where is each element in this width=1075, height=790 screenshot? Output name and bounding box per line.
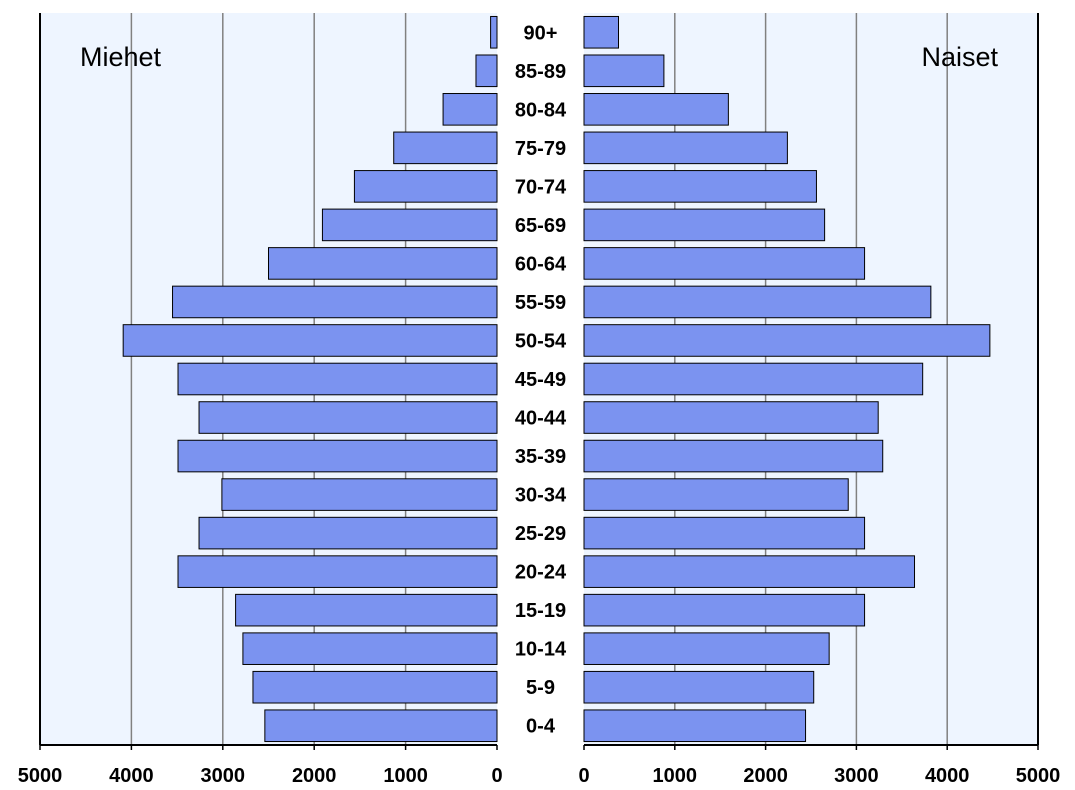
bar-miehet-10-14 [242,632,498,665]
series-label-naiset: Naiset [921,42,998,72]
x-tick-label: 1000 [653,765,698,787]
bar-naiset-80-84 [583,93,729,126]
category-label: 60-64 [515,253,567,275]
bar-naiset-50-54 [583,324,991,357]
bar-miehet-80-84 [442,93,498,126]
bar-naiset-65-69 [583,208,826,242]
bar-naiset-45-49 [583,362,924,396]
bar-miehet-90+ [490,15,498,49]
series-label-miehet: Miehet [80,42,162,72]
bar-naiset-35-39 [583,439,884,473]
category-label: 35-39 [515,446,566,468]
bar-miehet-15-19 [235,593,498,627]
bar-naiset-70-74 [583,170,817,203]
bar-miehet-50-54 [122,324,498,357]
bar-naiset-15-19 [583,593,866,627]
bar-naiset-60-64 [583,247,866,280]
bar-miehet-55-59 [172,285,498,319]
category-label: 90+ [524,22,558,44]
category-label: 50-54 [515,330,567,352]
bar-miehet-30-34 [221,478,498,511]
category-labels: 90+ 85-89 80-84 75-79 70-74 65-69 60-64 55-59 50… [515,22,567,737]
axis-tick-labels: 5000 4000 3000 2000 1000 0 0 1000 2000 3000 4000 50… [18,765,1061,787]
bar-miehet-35-39 [177,439,498,473]
bar-naiset-10-14 [583,632,830,665]
bar-miehet-5-9 [252,670,498,704]
category-label: 80-84 [515,99,567,121]
bar-naiset-75-79 [583,131,788,165]
bar-miehet-70-74 [353,170,498,203]
bar-miehet-25-29 [198,516,498,550]
x-tick-label: 5000 [1016,765,1061,787]
bar-naiset-20-24 [583,555,916,588]
bar-miehet-20-24 [177,555,498,588]
x-tick-label: 2000 [292,765,337,787]
bar-miehet-75-79 [393,131,498,165]
category-label: 0-4 [526,716,556,738]
category-label: 30-34 [515,485,567,507]
bars [122,15,991,743]
category-label: 45-49 [515,369,566,391]
bar-miehet-85-89 [475,54,498,88]
bar-miehet-40-44 [198,401,498,434]
x-tick-label: 5000 [18,765,63,787]
bar-miehet-45-49 [177,362,498,396]
x-tick-label: 4000 [925,765,970,787]
bar-naiset-25-29 [583,516,866,550]
category-label: 10-14 [515,639,567,661]
x-tick-label: 3000 [201,765,246,787]
x-tick-label: 4000 [109,765,154,787]
category-label: 85-89 [515,61,566,83]
x-tick-label: 0 [491,765,502,787]
category-label: 5-9 [526,677,555,699]
category-label: 65-69 [515,215,566,237]
category-label: 55-59 [515,292,566,314]
category-label: 70-74 [515,176,567,198]
bar-miehet-0-4 [264,709,498,743]
x-tick-label: 1000 [383,765,428,787]
bar-naiset-90+ [583,15,620,49]
category-label: 25-29 [515,523,566,545]
category-label: 75-79 [515,138,566,160]
bar-naiset-40-44 [583,401,879,434]
x-tick-label: 3000 [834,765,879,787]
bar-miehet-65-69 [321,208,498,242]
category-label: 15-19 [515,600,566,622]
bar-naiset-30-34 [583,478,849,511]
bar-naiset-55-59 [583,285,932,319]
bar-naiset-85-89 [583,54,665,88]
bar-naiset-0-4 [583,709,807,743]
bar-naiset-5-9 [583,670,815,704]
category-label: 20-24 [515,562,567,584]
x-tick-label: 0 [578,765,589,787]
x-tick-label: 2000 [743,765,788,787]
category-label: 40-44 [515,408,567,430]
bar-miehet-60-64 [268,247,498,280]
